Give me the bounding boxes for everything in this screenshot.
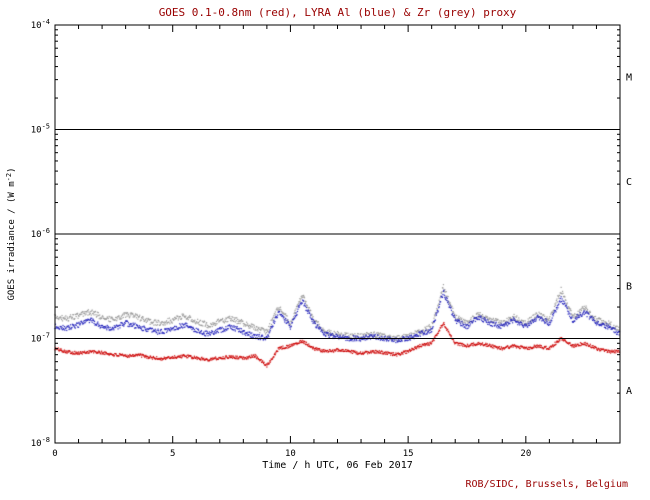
x-tick-label: 15 [403,449,414,459]
y-tick-label: 10-7 [31,332,50,345]
flare-class-label-C: C [626,177,632,188]
flare-class-label-M: M [626,72,632,83]
x-tick-label: 0 [52,449,57,459]
x-tick-label: 5 [170,449,175,459]
y-tick-label: 10-5 [31,123,50,136]
y-tick-label: 10-4 [31,18,50,31]
y-tick-label: 10-8 [31,436,50,449]
x-tick-label: 20 [520,449,531,459]
chart-title: GOES 0.1-0.8nm (red), LYRA Al (blue) & Z… [158,6,517,19]
x-tick-label: 10 [285,449,296,459]
flare-class-label-B: B [626,281,632,292]
y-axis-label: GOES irradiance / (W m-2) [5,167,17,300]
credit-text: ROB/SIDC, Brussels, Belgium [465,479,628,490]
x-axis-label: Time / h UTC, 06 Feb 2017 [262,460,413,471]
flare-class-label-A: A [626,386,632,397]
y-tick-label: 10-6 [31,227,50,240]
